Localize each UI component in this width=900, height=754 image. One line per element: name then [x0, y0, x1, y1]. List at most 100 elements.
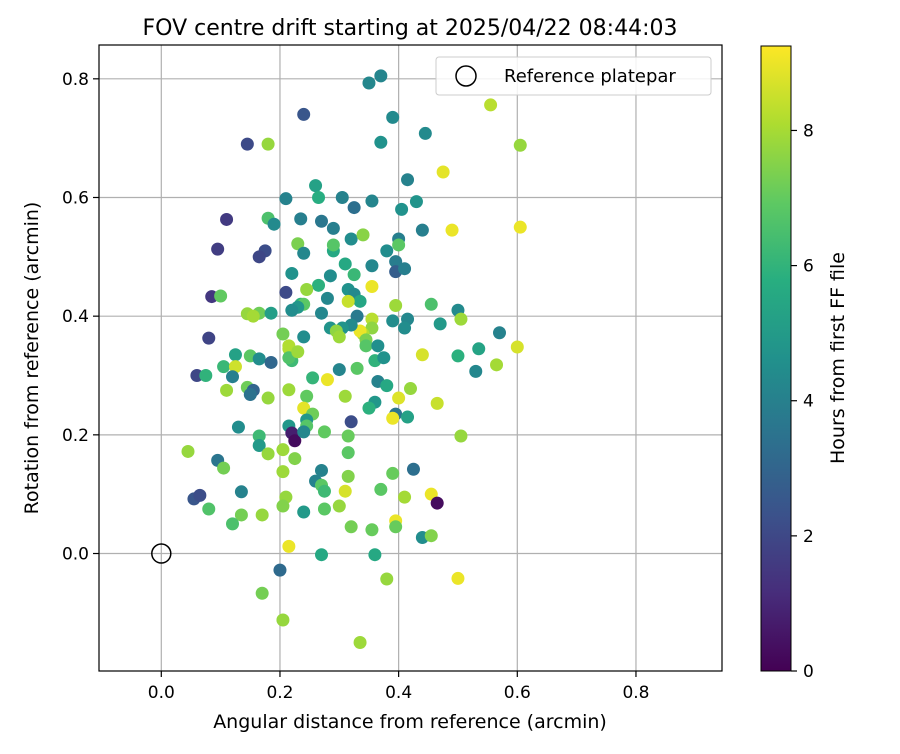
data-point — [231, 420, 245, 434]
data-point — [415, 223, 429, 237]
data-point — [276, 443, 290, 457]
data-point — [386, 466, 400, 480]
data-point — [436, 165, 450, 179]
data-point — [306, 371, 320, 385]
data-point — [374, 482, 388, 496]
data-point — [362, 401, 376, 415]
data-point — [341, 469, 355, 483]
data-point — [285, 303, 299, 317]
data-point — [424, 529, 438, 543]
data-point — [234, 508, 248, 522]
data-point — [294, 212, 308, 226]
x-axis-label: Angular distance from reference (arcmin) — [213, 711, 607, 733]
legend-box — [435, 56, 712, 96]
data-point — [273, 563, 287, 577]
data-point — [356, 228, 370, 242]
data-point — [344, 415, 358, 429]
data-point — [472, 342, 486, 356]
data-point — [401, 173, 415, 187]
data-point — [181, 444, 195, 458]
data-point — [395, 202, 409, 216]
data-point — [326, 238, 340, 252]
data-point — [398, 490, 412, 504]
colorbar-tick-label: 4 — [803, 392, 814, 412]
data-point — [326, 221, 340, 235]
data-point — [202, 502, 216, 516]
data-point — [312, 278, 326, 292]
data-point — [332, 330, 346, 344]
data-point — [323, 269, 337, 283]
data-point — [332, 363, 346, 377]
data-point — [317, 484, 331, 498]
data-point — [226, 517, 239, 531]
data-point — [359, 339, 373, 353]
colorbar: 0 2 4 6 8 Hours from first FF file — [760, 45, 849, 682]
y-tick-label: 0.6 — [62, 188, 89, 208]
data-point — [267, 217, 281, 231]
data-point — [291, 345, 305, 359]
data-point — [341, 446, 355, 460]
data-point — [368, 548, 382, 562]
data-point — [398, 262, 412, 276]
data-point — [484, 98, 498, 112]
data-point — [430, 396, 444, 410]
data-point — [424, 297, 438, 311]
data-point — [430, 496, 444, 510]
data-point — [371, 339, 385, 353]
data-point — [347, 268, 361, 282]
data-point — [392, 391, 406, 405]
y-axis-label: Rotation from reference (arcmin) — [21, 202, 43, 515]
data-point — [240, 137, 254, 151]
data-point — [386, 411, 400, 425]
data-point — [276, 327, 290, 341]
data-point — [276, 465, 290, 479]
data-point — [389, 298, 403, 312]
data-point — [374, 69, 388, 83]
data-point — [454, 312, 468, 326]
data-point — [454, 429, 468, 443]
data-point — [347, 201, 361, 215]
y-tick-label: 0.4 — [62, 307, 89, 327]
data-point — [380, 379, 394, 393]
data-point — [285, 266, 299, 280]
data-point — [217, 461, 231, 475]
data-point — [344, 520, 358, 534]
colorbar-gradient — [760, 45, 792, 672]
legend: Reference platepar — [435, 56, 712, 96]
data-point — [255, 586, 269, 600]
data-point — [190, 369, 204, 383]
colorbar-ticks: 0 2 4 6 8 — [791, 121, 814, 682]
data-point — [404, 382, 417, 396]
data-point — [401, 410, 415, 424]
data-point — [234, 485, 248, 499]
y-tick-label: 0.2 — [62, 426, 89, 446]
data-point — [217, 360, 231, 374]
data-point — [353, 636, 367, 650]
data-point — [386, 314, 400, 328]
data-point — [261, 137, 275, 151]
data-point — [297, 505, 311, 519]
legend-marker-icon — [455, 65, 477, 87]
data-point — [220, 212, 234, 226]
x-tick-label: 0.6 — [504, 683, 531, 703]
data-point — [510, 340, 524, 354]
data-point — [392, 238, 406, 252]
data-point — [320, 373, 334, 387]
data-point — [445, 223, 459, 237]
data-point — [320, 291, 334, 305]
data-point — [297, 107, 311, 121]
data-point — [255, 508, 269, 522]
data-point — [279, 192, 293, 206]
data-point — [377, 351, 391, 365]
chart-title: FOV centre drift starting at 2025/04/22 … — [143, 16, 678, 41]
data-point — [380, 572, 394, 586]
data-point — [264, 355, 278, 369]
data-point — [398, 321, 412, 335]
data-point — [309, 179, 323, 193]
x-tick-label: 0.8 — [622, 683, 649, 703]
data-point — [252, 352, 266, 366]
data-point — [300, 389, 314, 403]
data-point — [418, 126, 432, 140]
data-point — [469, 364, 483, 378]
